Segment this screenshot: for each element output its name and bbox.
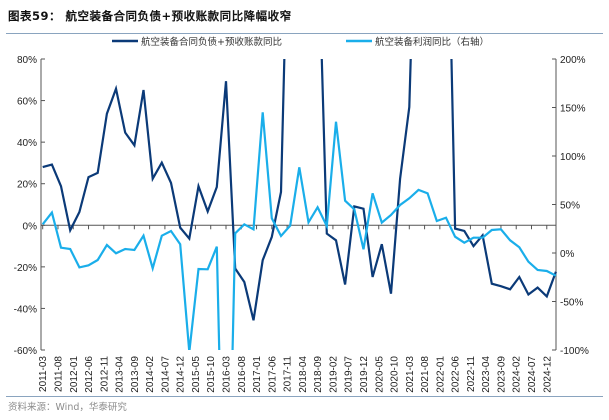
right-axis-tick-label: 150% [560,104,586,115]
x-axis-tick-label: 2016-08 [237,356,248,393]
x-axis-tick-label: 2022-01 [435,356,446,393]
left-axis-tick-label: 60% [17,97,37,108]
x-axis-tick-label: 2014-12 [176,356,187,393]
left-axis-tick-label: -20% [14,263,37,274]
x-axis-tick-label: 2013-09 [130,356,141,393]
left-axis-tick-label: 40% [17,138,37,149]
x-axis-tick-label: 2017-11 [283,356,294,392]
x-axis-tick-label: 2016-03 [222,356,233,393]
left-axis-tick-label: -60% [14,346,37,357]
x-axis-tick-label: 2020-05 [374,356,385,393]
x-axis-tick-label: 2012-11 [99,356,110,392]
left-axis-tick-label: -40% [14,304,37,315]
series-layer [41,59,557,350]
x-axis-tick-label: 2023-09 [496,356,507,393]
x-axis-tick-label: 2012-01 [69,356,80,393]
x-axis-tick-label: 2021-03 [405,356,416,393]
x-axis-tick-label: 2015-10 [206,356,217,393]
chart-title: 图表59： 航空装备合同负债+预收账款同比降幅收窄 [8,9,292,23]
series-2-line [41,112,557,350]
x-axis-tick-label: 2019-02 [328,356,339,393]
x-axis-tick-label: 2017-06 [267,356,278,393]
right-axis-tick-label: 50% [560,201,580,212]
left-axis-tick-label: 80% [17,55,37,66]
right-axis-tick-label: 200% [560,55,586,66]
x-axis-tick-label: 2013-04 [115,356,126,393]
x-axis-tick-label: 2014-02 [145,356,156,393]
line-chart: 航空装备合同负债+预收账款同比 航空装备利润同比（右轴） -60% -40% -20… [14,36,589,393]
x-axis-tick-label: 2022-11 [466,356,477,392]
x-axis-tick-label: 2019-07 [344,356,355,393]
x-axis-tick-label: 2011-03 [38,356,49,392]
left-axis-tick-label: 0% [23,221,38,232]
right-axis-tick-label: -50% [560,298,583,309]
x-axis-tick-label: 2011-08 [53,356,64,392]
right-axis-tick-label: 100% [560,152,586,163]
axes: -60% -40% -20% 0% 20% 40% 60% 80% -100% -50% 0% 50%… [14,55,589,393]
left-axis-tick-label: 20% [17,180,37,191]
x-axis-tick-label: 2024-12 [542,356,553,393]
series-1-line [42,59,557,321]
source-note: 资料来源：Wind，华泰研究 [8,402,127,413]
x-axis-tick-label: 2024-07 [527,356,538,393]
right-axis-tick-label: -100% [560,346,589,357]
x-axis-tick-label: 2023-04 [481,356,492,393]
x-axis-tick-label: 2014-07 [160,356,171,393]
x-axis-tick-label: 2018-04 [298,356,309,393]
x-axis-tick-label: 2012-06 [84,356,95,393]
legend-label-series-1: 航空装备合同负债+预收账款同比 [141,36,282,48]
title-divider [6,33,603,34]
right-axis-tick-label: 0% [560,249,575,260]
legend: 航空装备合同负债+预收账款同比 航空装备利润同比（右轴） [112,36,489,48]
x-axis-tick-label: 2019-12 [359,356,370,393]
x-axis-tick-label: 2017-01 [252,356,263,393]
x-axis-tick-label: 2018-09 [313,356,324,393]
footer-divider [6,396,603,397]
x-axis-tick-label: 2022-06 [451,356,462,393]
legend-label-series-2: 航空装备利润同比（右轴） [375,36,489,48]
x-axis-tick-label: 2024-02 [512,356,523,393]
x-axis-tick-label: 2015-05 [191,356,202,393]
x-axis-tick-label: 2021-08 [420,356,431,393]
x-axis-tick-label: 2020-10 [390,356,401,393]
